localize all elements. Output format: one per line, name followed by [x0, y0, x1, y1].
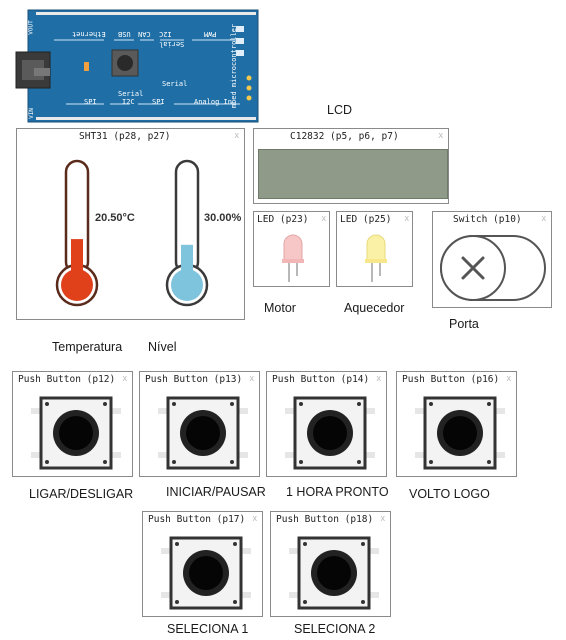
- board-label-serial-left: Serial: [118, 90, 144, 98]
- board-label-pwm: PWM: [204, 30, 217, 38]
- lcd-title: C12832 (p5, p6, p7): [290, 131, 399, 142]
- push-button-p16-caption: VOLTO LOGO: [409, 487, 490, 501]
- push-button-panel-p16: Push Button (p16) x: [396, 371, 517, 477]
- sht31-panel: SHT31 (p28, p27) x 20.50°C 30.00%: [16, 128, 245, 320]
- board-label-vout: VOUT: [27, 20, 35, 35]
- push-button-panel-p14: Push Button (p14) x: [266, 371, 387, 477]
- led-panel-p25: LED (p25) x: [336, 211, 413, 287]
- push-button-p17-title: Push Button (p17): [148, 514, 246, 525]
- push-button-p14-caption: 1 HORA PRONTO: [286, 485, 389, 499]
- push-button-p13-caption: INICIAR/PAUSAR: [166, 485, 266, 499]
- led-panel-p23: LED (p23) x: [253, 211, 330, 287]
- led-p25-title: LED (p25): [340, 214, 392, 225]
- lcd-close-icon[interactable]: x: [438, 130, 444, 140]
- switch-caption: Porta: [449, 317, 479, 331]
- board-label-can: CAN: [138, 30, 151, 38]
- push-button-p12[interactable]: [31, 394, 121, 472]
- led-p25-close-icon[interactable]: x: [404, 213, 410, 223]
- mbed-board-graphic: [15, 9, 259, 123]
- thermometer-temperature: [55, 159, 99, 307]
- push-button-p12-title: Push Button (p12): [18, 374, 116, 385]
- lcd-panel: C12832 (p5, p6, p7) x: [253, 128, 449, 204]
- led-p25-caption: Aquecedor: [344, 301, 405, 315]
- temperature-value: 20.50°C: [95, 212, 135, 224]
- led-p23-title: LED (p23): [257, 214, 309, 225]
- board-label-usb: USB: [118, 30, 131, 38]
- push-button-panel-p13: Push Button (p13) x: [139, 371, 260, 477]
- push-button-p18-title: Push Button (p18): [276, 514, 374, 525]
- push-button-p17-close-icon[interactable]: x: [252, 513, 258, 523]
- led-icon: [282, 234, 304, 282]
- push-button-panel-p17: Push Button (p17) x: [142, 511, 263, 617]
- push-button-panel-p18: Push Button (p18) x: [270, 511, 391, 617]
- switch-close-icon[interactable]: x: [541, 213, 547, 223]
- push-button-p17[interactable]: [161, 534, 251, 612]
- board-label-ethernet: Ethernet: [72, 30, 106, 38]
- board-label-i2c-bottom: I2C: [122, 98, 135, 106]
- push-button-p13[interactable]: [158, 394, 248, 472]
- board-label-spi-right: SPI: [152, 98, 165, 106]
- board-label-spi-left: SPI: [84, 98, 97, 106]
- push-button-p12-close-icon[interactable]: x: [122, 373, 128, 383]
- push-button-p16-close-icon[interactable]: x: [506, 373, 512, 383]
- push-button-p14-title: Push Button (p14): [272, 374, 370, 385]
- board-label-i2c-top: I2C: [159, 30, 172, 38]
- sht31-title: SHT31 (p28, p27): [79, 131, 171, 142]
- push-button-p14[interactable]: [285, 394, 375, 472]
- x-icon: [461, 256, 485, 280]
- push-button-p14-close-icon[interactable]: x: [376, 373, 382, 383]
- push-button-panel-p12: Push Button (p12) x: [12, 371, 133, 477]
- switch-panel: Switch (p10) x: [432, 211, 552, 308]
- level-value: 30.00%: [204, 212, 242, 224]
- temperature-caption: Temperatura: [52, 340, 123, 354]
- board-label-mbed: mbed microcontroller: [230, 23, 239, 109]
- push-button-p13-title: Push Button (p13): [145, 374, 243, 385]
- push-button-p17-caption: SELECIONA 1: [167, 622, 249, 636]
- push-button-p18[interactable]: [289, 534, 379, 612]
- push-button-p16[interactable]: [415, 394, 505, 472]
- lcd-screen: [258, 149, 448, 199]
- push-button-p18-caption: SELECIONA 2: [294, 622, 376, 636]
- board-label-serial-top: Serial: [159, 40, 185, 48]
- led-p23-caption: Motor: [264, 301, 296, 315]
- push-button-p13-close-icon[interactable]: x: [249, 373, 255, 383]
- thermometer-level: [165, 159, 209, 307]
- switch-title: Switch (p10): [453, 214, 522, 225]
- led-p23-close-icon[interactable]: x: [321, 213, 327, 223]
- push-button-p18-close-icon[interactable]: x: [380, 513, 386, 523]
- led-icon: [365, 234, 387, 282]
- level-caption: Nível: [148, 340, 177, 354]
- board-label-analog-in: Analog In: [194, 98, 232, 106]
- switch-toggle[interactable]: [439, 234, 547, 302]
- board-label-vin: VIN: [27, 108, 35, 119]
- lcd-caption: LCD: [327, 103, 353, 117]
- mbed-board: Ethernet USB CAN I2C Serial PWM Serial S…: [14, 8, 262, 124]
- board-label-serial-mid: Serial: [162, 80, 188, 88]
- sht31-close-icon[interactable]: x: [234, 130, 240, 140]
- push-button-p12-caption: LIGAR/DESLIGAR: [29, 487, 134, 501]
- push-button-p16-title: Push Button (p16): [402, 374, 500, 385]
